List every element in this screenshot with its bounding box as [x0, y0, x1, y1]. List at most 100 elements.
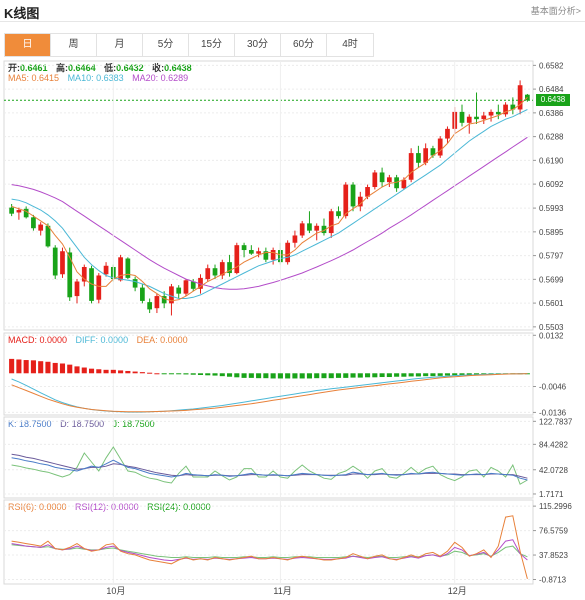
k-line [11, 457, 528, 481]
macd-bar [59, 363, 66, 374]
macd-bar [103, 369, 109, 374]
macd-bar [408, 373, 414, 377]
macd-bar [372, 373, 378, 378]
macd-bar [74, 366, 80, 374]
rsi-y-tick-label: 115.2996 [539, 502, 572, 511]
candle-body [423, 148, 429, 163]
candle-body [437, 138, 443, 156]
macd-bar [81, 367, 87, 374]
candle-body [67, 252, 73, 298]
tab-day[interactable]: 日 [5, 34, 51, 56]
candle-body [466, 116, 472, 123]
widget-header: K线图 基本面分析> [0, 0, 585, 22]
price-y-tick-label: 0.5993 [539, 204, 564, 213]
candle-body [495, 111, 501, 115]
macd-bar [205, 373, 211, 376]
macd-bar [30, 360, 36, 374]
macd-bar [190, 373, 196, 375]
macd-bar [466, 373, 472, 376]
macd-bar [263, 373, 269, 379]
price-y-tick-label: 0.5797 [539, 252, 564, 261]
candle-body [74, 281, 80, 297]
candle-body [517, 85, 523, 110]
macd-bar [23, 360, 29, 374]
candle-body [31, 217, 36, 229]
macd-bar [415, 373, 421, 377]
period-tabs: 日 周 月 5分 15分 30分 60分 4时 [4, 33, 374, 57]
macd-y-tick-label: -0.0136 [539, 408, 567, 417]
close-value: 0.6438 [164, 63, 192, 73]
tab-4hour[interactable]: 4时 [327, 34, 373, 56]
rsi-readout: RSI(6): 0.0000 RSI(12): 0.0000 RSI(24): … [8, 502, 217, 512]
price-y-tick-label: 0.6190 [539, 156, 564, 165]
price-y-tick-label: 0.5699 [539, 275, 564, 284]
rsi-y-tick-label: 37.8523 [539, 551, 568, 560]
candle-body [132, 279, 138, 288]
candle-body [45, 225, 51, 247]
candle-body [263, 251, 269, 260]
kdj-y-tick-label: 42.0728 [539, 466, 568, 475]
candle-body [52, 247, 58, 276]
tab-30min[interactable]: 30分 [235, 34, 281, 56]
price-y-tick-label: 0.6386 [539, 109, 564, 118]
candle-body [350, 184, 356, 207]
macd-bar [219, 373, 225, 377]
kdj-readout: K: 18.7500 D: 18.7500 J: 18.7500 [8, 419, 161, 429]
macd-bar [183, 373, 189, 375]
macd-bar [67, 364, 73, 374]
fundamental-analysis-link[interactable]: 基本面分析> [530, 6, 581, 16]
candle-body [89, 268, 94, 301]
low-label: 低: [104, 63, 117, 73]
candle-body [60, 251, 65, 275]
candle-body [459, 111, 465, 123]
macd-bar [343, 373, 349, 378]
candle-body [205, 268, 211, 280]
price-y-tick-label: 0.6484 [539, 85, 564, 94]
macd-readout: MACD: 0.0000 DIFF: 0.0000 DEA: 0.0000 [8, 335, 194, 345]
candle-body [140, 287, 145, 301]
macd-bar [9, 358, 15, 374]
candle-body [357, 196, 363, 207]
candle-body [408, 153, 414, 180]
close-label: 收: [152, 63, 165, 73]
macd-bar [118, 370, 124, 374]
page-title: K线图 [4, 6, 40, 21]
macd-y-tick-label: -0.0046 [539, 383, 567, 392]
high-value: 0.6464 [68, 63, 96, 73]
high-label: 高: [56, 63, 69, 73]
macd-value: MACD: 0.0000 [8, 335, 68, 345]
candle-body [234, 245, 240, 274]
tab-15min[interactable]: 15分 [189, 34, 235, 56]
macd-bar [473, 373, 480, 376]
macd-bar [423, 373, 429, 377]
open-value: 0.6461 [20, 63, 48, 73]
candle-body [198, 277, 203, 289]
macd-bar [314, 373, 320, 379]
candle-body [474, 116, 479, 120]
candle-body [125, 258, 131, 278]
tab-5min[interactable]: 5分 [143, 34, 189, 56]
macd-bar [132, 371, 138, 374]
candle-body [503, 104, 508, 115]
tab-month[interactable]: 月 [97, 34, 143, 56]
candle-body [488, 111, 494, 116]
macd-bar [270, 373, 276, 379]
macd-bar [241, 373, 247, 378]
price-pane-frame [3, 60, 534, 331]
candle-body [23, 208, 29, 218]
macd-bar [52, 362, 58, 374]
price-y-tick-label: 0.5895 [539, 228, 564, 237]
tab-60min[interactable]: 60分 [281, 34, 327, 56]
macd-bar [147, 372, 153, 374]
macd-bar [379, 373, 385, 378]
macd-bar [227, 373, 233, 377]
macd-bar [88, 368, 95, 374]
candle-body [285, 242, 291, 263]
candle-body [96, 275, 102, 300]
ma5-line [11, 97, 528, 302]
tab-week[interactable]: 周 [51, 34, 97, 56]
candle-body [103, 265, 109, 275]
candle-body [270, 250, 276, 260]
candle-body [299, 223, 305, 236]
